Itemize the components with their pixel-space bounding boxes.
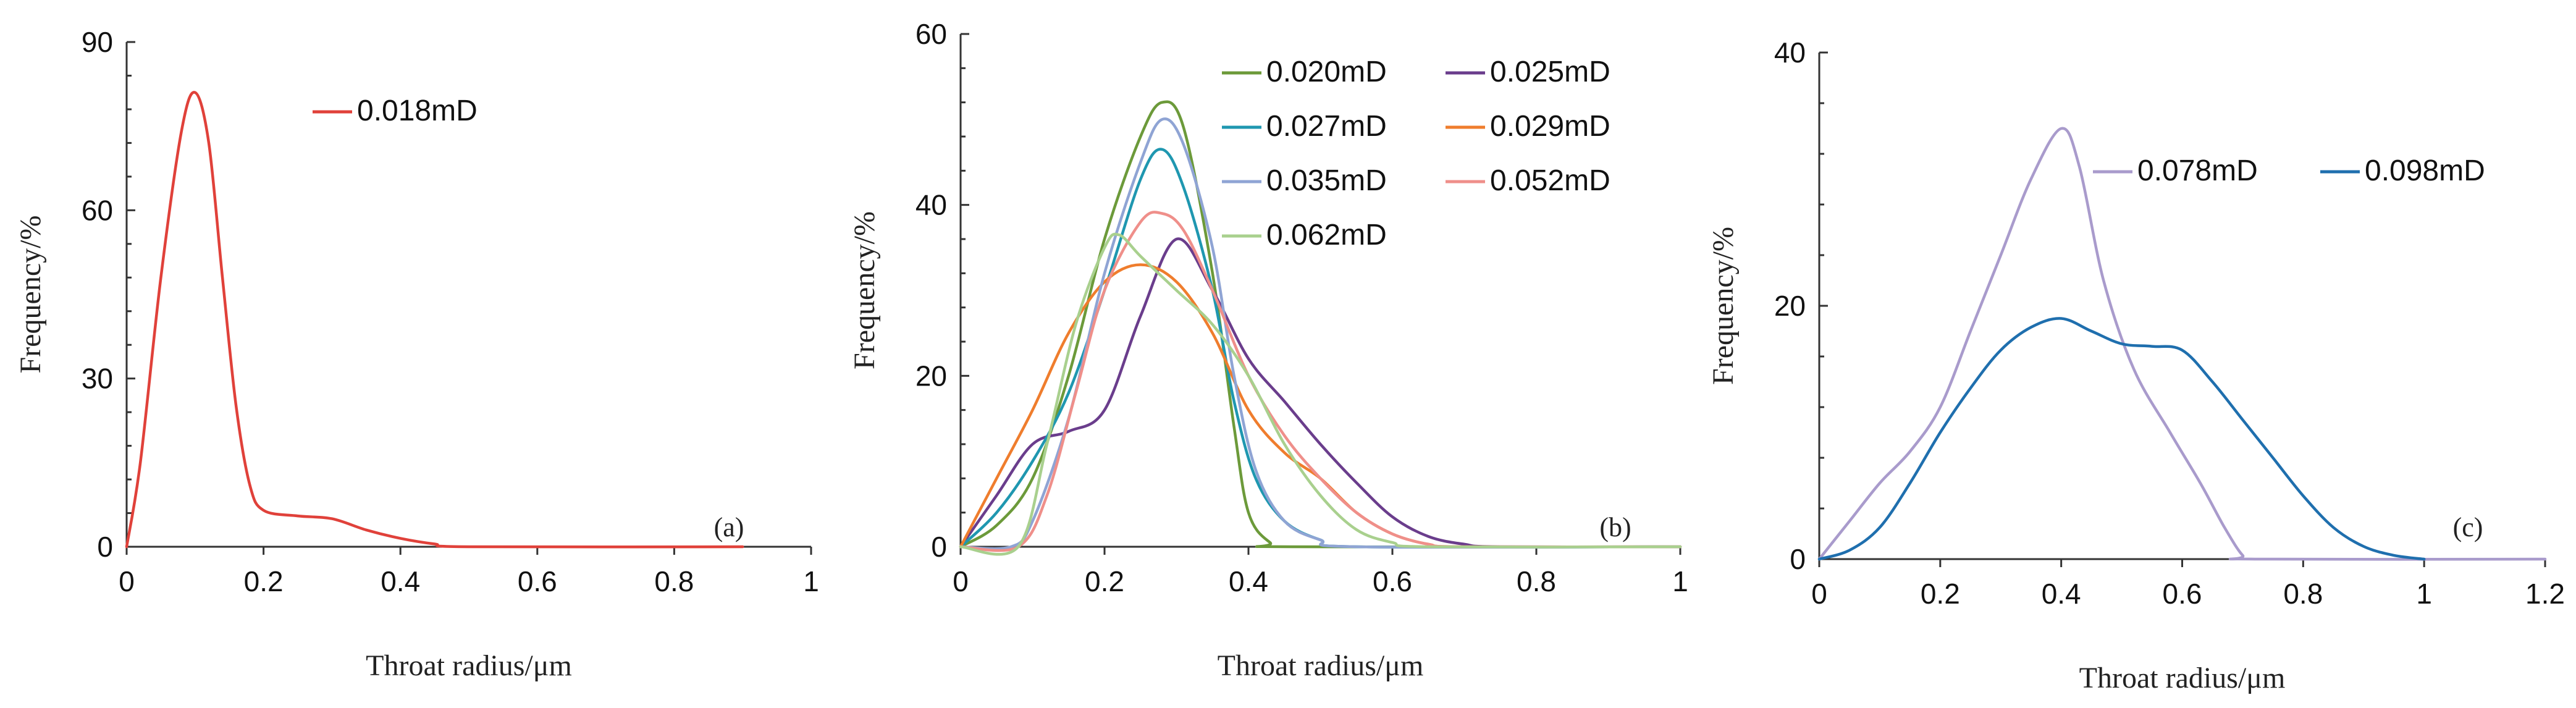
legend-label: 0.020mD [1266, 56, 1387, 88]
legend-label: 0.018mD [357, 95, 478, 127]
panel-label: (a) [714, 512, 744, 542]
x-tick-label: 0.8 [2283, 578, 2323, 610]
y-tick-label: 0 [97, 531, 113, 563]
y-tick-label: 60 [915, 18, 947, 50]
chart-panel-a: 0 30 60 90 0 0.2 0.4 0.6 0.8 1 Throat radius/μm Fre… [14, 26, 819, 682]
legend-label: 0.029mD [1490, 110, 1610, 143]
x-tick-label: 0 [953, 565, 969, 597]
x-tick-label: 1 [2416, 578, 2432, 610]
y-tick-label: 30 [82, 363, 113, 395]
legend-label: 0.098mD [2365, 154, 2485, 187]
x-tick-label: 0.2 [1921, 578, 1960, 610]
x-tick-label: 0.6 [1373, 565, 1412, 597]
series-line-0.029mD [959, 263, 1682, 549]
x-tick-label: 1 [1672, 565, 1688, 597]
x-tick-label: 1 [803, 565, 819, 597]
x-axis-title: Throat radius/μm [366, 649, 572, 682]
series-line-0.052mD [959, 211, 1682, 552]
series-line-0.078mD [1817, 127, 2547, 561]
y-tick-label: 60 [82, 194, 113, 226]
y-tick-label: 20 [915, 360, 947, 392]
legend-label: 0.062mD [1266, 219, 1387, 251]
series-line-0.062mD [959, 232, 1682, 556]
x-tick-label: 0 [119, 565, 135, 597]
y-tick-label: 40 [915, 189, 947, 221]
legend-label: 0.052mD [1490, 164, 1610, 197]
y-tick-label: 90 [82, 26, 113, 58]
x-tick-label: 0 [1811, 578, 1827, 610]
legend-label: 0.035mD [1266, 164, 1387, 197]
x-tick-label: 0.4 [2042, 578, 2081, 610]
x-tick-label: 0.6 [2163, 578, 2202, 610]
x-axis-title: Throat radius/μm [2079, 662, 2286, 694]
y-tick-label: 0 [931, 531, 947, 563]
x-tick-label: 0.4 [1229, 565, 1268, 597]
x-tick-label: 0.6 [518, 565, 557, 597]
y-axis-title: Frequency/% [1707, 227, 1740, 385]
legend-label: 0.027mD [1266, 110, 1387, 143]
y-tick-label: 40 [1774, 36, 1806, 69]
chart-panel-b: 0 20 40 60 0 0.2 0.4 0.6 0.8 1 Throat radius/μm Fre… [848, 18, 1688, 682]
x-tick-label: 1.2 [2525, 578, 2565, 610]
series-line-0.098mD [1817, 317, 2426, 561]
x-tick-label: 0.8 [654, 565, 694, 597]
legend-label: 0.078mD [2137, 154, 2258, 187]
x-tick-label: 0.8 [1517, 565, 1556, 597]
panel-label: (c) [2453, 512, 2483, 542]
y-axis-title: Frequency/% [848, 211, 881, 369]
chart-panel-c: 0 20 40 0 0.2 0.4 0.6 0.8 1 1.2 Throat radius/μm Fr… [1707, 36, 2565, 694]
x-axis-title: Throat radius/μm [1218, 649, 1424, 682]
series-line-0.018mD [125, 91, 744, 549]
panel-label: (b) [1599, 512, 1631, 542]
x-tick-label: 0.2 [1085, 565, 1124, 597]
x-tick-label: 0.4 [381, 565, 420, 597]
legend-label: 0.025mD [1490, 56, 1610, 88]
y-tick-label: 0 [1790, 543, 1806, 575]
y-tick-label: 20 [1774, 290, 1806, 322]
series-line-0.020mD [959, 100, 1682, 549]
x-tick-label: 0.2 [244, 565, 284, 597]
series-line-0.025mD [959, 237, 1682, 549]
y-axis-title: Frequency/% [14, 216, 47, 374]
